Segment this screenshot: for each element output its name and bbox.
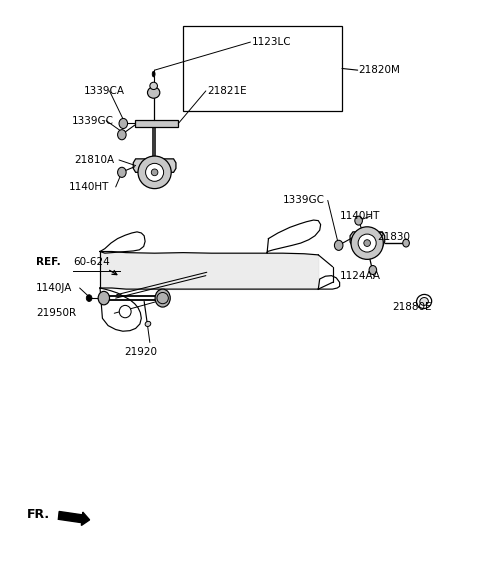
Circle shape	[119, 119, 128, 129]
Ellipse shape	[150, 82, 157, 90]
Text: 1140HT: 1140HT	[69, 182, 109, 192]
Polygon shape	[350, 232, 384, 247]
Text: 21830: 21830	[378, 232, 410, 243]
Circle shape	[86, 295, 92, 302]
Text: 21920: 21920	[124, 347, 157, 357]
Text: 1123LC: 1123LC	[252, 37, 291, 47]
Polygon shape	[135, 120, 179, 128]
Ellipse shape	[147, 87, 160, 98]
Ellipse shape	[119, 306, 131, 318]
Circle shape	[335, 240, 343, 251]
Text: 1124AA: 1124AA	[340, 271, 381, 281]
Circle shape	[369, 265, 377, 274]
Text: 1339GC: 1339GC	[72, 116, 114, 126]
Ellipse shape	[358, 234, 376, 252]
Text: 21821E: 21821E	[207, 86, 246, 96]
Text: 1339GC: 1339GC	[283, 196, 324, 205]
Text: 1140HT: 1140HT	[340, 211, 380, 221]
Text: REF.: REF.	[36, 257, 61, 267]
Ellipse shape	[364, 240, 371, 247]
Bar	[183, 26, 342, 111]
Ellipse shape	[151, 169, 158, 176]
Circle shape	[118, 167, 126, 177]
FancyArrow shape	[59, 511, 90, 526]
Circle shape	[355, 216, 362, 225]
Text: 21950R: 21950R	[36, 308, 76, 318]
Ellipse shape	[417, 294, 432, 308]
Ellipse shape	[145, 321, 151, 327]
Ellipse shape	[145, 163, 164, 181]
Text: 21820M: 21820M	[359, 65, 400, 75]
Circle shape	[403, 239, 409, 247]
Text: 1140JA: 1140JA	[36, 283, 72, 293]
Ellipse shape	[420, 298, 428, 306]
Ellipse shape	[138, 156, 171, 189]
Text: 1339CA: 1339CA	[84, 86, 124, 96]
Ellipse shape	[152, 71, 155, 77]
Circle shape	[155, 289, 170, 307]
Text: 21880E: 21880E	[392, 302, 432, 312]
Text: FR.: FR.	[26, 508, 49, 521]
Text: 21810A: 21810A	[74, 155, 114, 165]
Circle shape	[98, 291, 109, 305]
Polygon shape	[133, 159, 176, 172]
Text: 60-624: 60-624	[73, 257, 110, 267]
Circle shape	[118, 130, 126, 140]
Ellipse shape	[351, 227, 384, 259]
